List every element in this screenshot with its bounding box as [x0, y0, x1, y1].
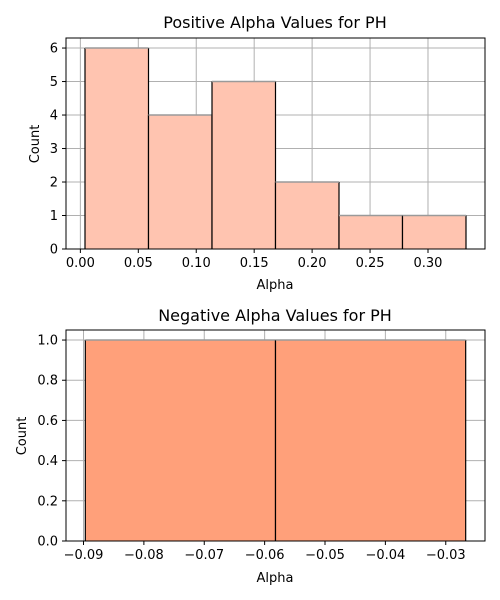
x-tick-label: 0.30 [414, 256, 443, 271]
y-tick-label: 0.2 [37, 494, 58, 509]
y-tick-label: 1.0 [37, 334, 58, 349]
y-tick-label: 5 [50, 75, 58, 90]
x-axis-label: Alpha [257, 571, 294, 586]
x-tick-label: −0.07 [184, 548, 224, 563]
axes: 0.00 0.05 0.10 0.15 0.20 0.25 0.30 0 1 2 3 4 5 6 [50, 37, 486, 271]
y-axis-label: Count [15, 417, 30, 456]
x-tick-label: −0.05 [305, 548, 345, 563]
x-axis-label: Alpha [257, 278, 294, 293]
x-tick-label: 0.10 [182, 256, 211, 271]
positive-alpha-histogram: Positive Alpha Values for PH Alpha Count… [28, 13, 486, 293]
x-tick-label: −0.08 [124, 548, 164, 563]
chart-title: Positive Alpha Values for PH [163, 13, 386, 32]
histogram-bar [212, 81, 276, 250]
histogram-bar [148, 115, 213, 250]
x-tick-label: −0.03 [426, 548, 466, 563]
plot-frame [65, 329, 486, 542]
histogram-bar [275, 340, 466, 541]
x-tick-label: 0.15 [240, 256, 269, 271]
negative-alpha-histogram: Negative Alpha Values for PH Alpha Count… [15, 306, 486, 586]
histogram-bar [85, 48, 149, 249]
y-tick-label: 4 [50, 109, 58, 124]
y-tick-label: 0.4 [37, 454, 58, 469]
histogram-bar [402, 215, 466, 249]
x-tick-label: −0.04 [365, 548, 405, 563]
x-tick-label: 0.00 [66, 256, 95, 271]
y-tick-label: 0.6 [37, 414, 58, 429]
y-tick-label: 2 [50, 176, 58, 191]
y-tick-label: 0.8 [37, 374, 58, 389]
y-tick-label: 6 [50, 42, 58, 57]
histogram-bar [275, 182, 339, 249]
x-tick-label: −0.06 [245, 548, 285, 563]
plot-frame [65, 37, 486, 250]
axes: −0.09 −0.08 −0.07 −0.06 −0.05 −0.04 −0.03 0.0 0.… [37, 329, 486, 563]
bars [84, 47, 467, 250]
y-tick-label: 3 [50, 142, 58, 157]
y-tick-label: 0.0 [37, 535, 58, 550]
y-tick-label: 0 [50, 243, 58, 258]
x-tick-label: 0.05 [124, 256, 153, 271]
y-axis-label: Count [28, 125, 43, 164]
chart-title: Negative Alpha Values for PH [158, 306, 392, 325]
bars [84, 339, 467, 541]
x-tick-label: 0.25 [356, 256, 385, 271]
histogram-bar [85, 340, 276, 541]
x-tick-label: 0.20 [298, 256, 327, 271]
x-tick-label: −0.09 [64, 548, 104, 563]
histogram-bar [338, 215, 403, 249]
y-tick-label: 1 [50, 209, 58, 224]
